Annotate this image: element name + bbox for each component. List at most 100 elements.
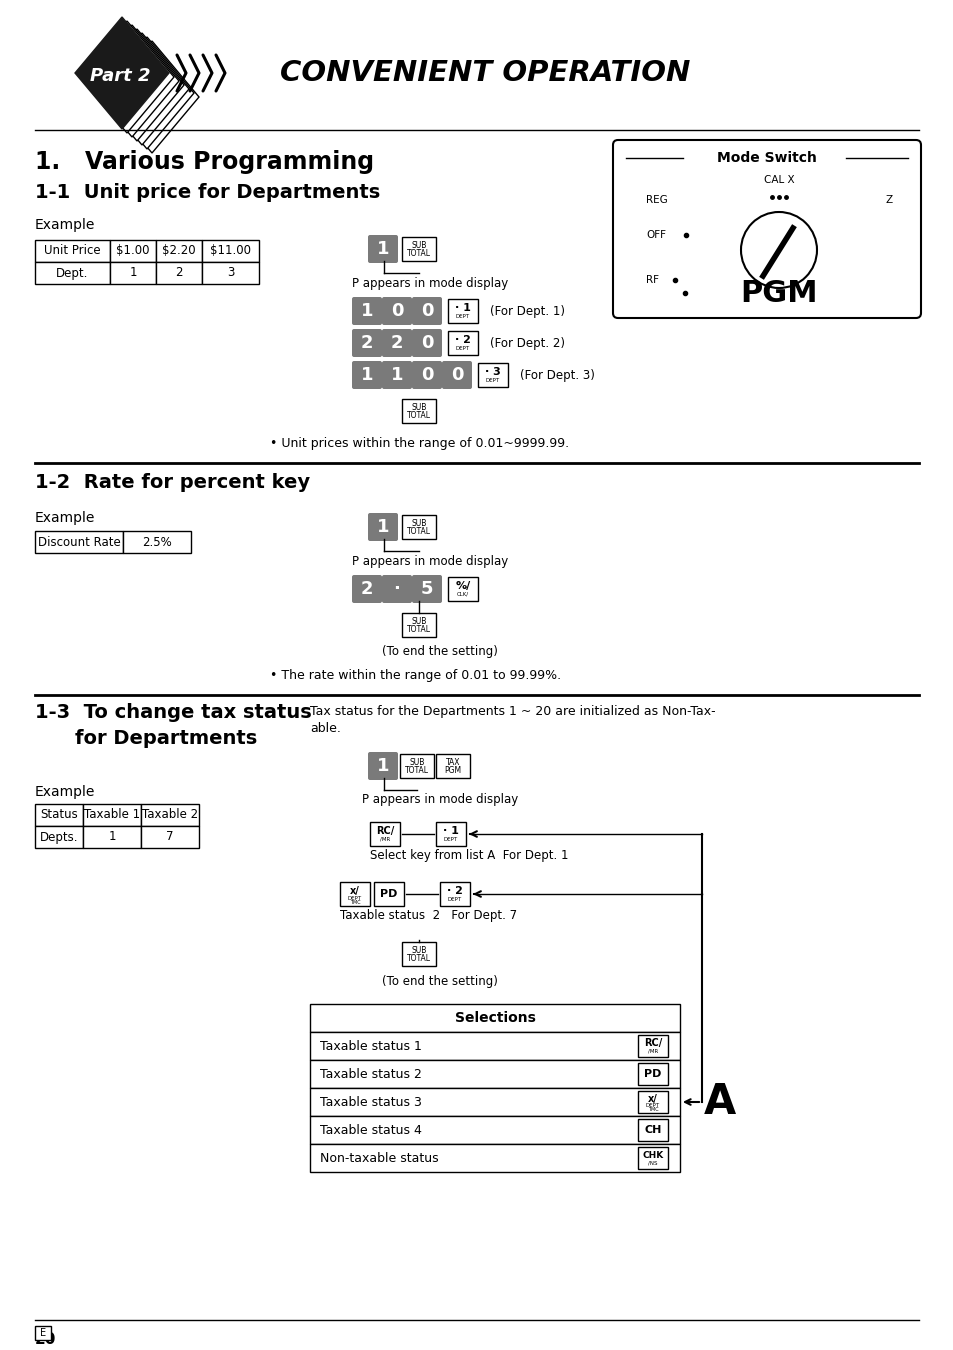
- Text: DEPT: DEPT: [456, 346, 470, 351]
- FancyBboxPatch shape: [401, 238, 436, 261]
- Text: Non-taxable status: Non-taxable status: [319, 1152, 438, 1165]
- FancyBboxPatch shape: [381, 360, 412, 389]
- FancyBboxPatch shape: [35, 826, 83, 848]
- Text: Unit Price: Unit Price: [44, 244, 101, 258]
- Text: TMC: TMC: [350, 900, 360, 904]
- Text: Taxable status 3: Taxable status 3: [319, 1095, 421, 1108]
- Text: SUB: SUB: [409, 757, 424, 767]
- Text: Example: Example: [35, 217, 95, 232]
- Polygon shape: [95, 32, 189, 144]
- Text: 0: 0: [391, 302, 403, 320]
- FancyBboxPatch shape: [35, 262, 110, 284]
- Text: 1: 1: [129, 266, 136, 279]
- Text: REG: REG: [645, 194, 667, 205]
- Text: Part 2: Part 2: [90, 68, 150, 85]
- Text: SUB: SUB: [411, 617, 426, 626]
- FancyBboxPatch shape: [156, 262, 202, 284]
- Text: RC/: RC/: [643, 1038, 661, 1048]
- Text: SUB: SUB: [411, 402, 426, 412]
- Text: ·: ·: [394, 580, 400, 598]
- Text: PD: PD: [643, 1069, 661, 1079]
- Text: for Departments: for Departments: [75, 729, 257, 748]
- Text: TOTAL: TOTAL: [407, 625, 431, 634]
- Text: SUB: SUB: [411, 518, 426, 528]
- FancyBboxPatch shape: [339, 882, 370, 906]
- Text: RF: RF: [645, 275, 659, 285]
- Text: /MR: /MR: [379, 837, 390, 842]
- Text: Z: Z: [885, 194, 892, 205]
- Text: · 2: · 2: [447, 886, 462, 896]
- Text: Status: Status: [40, 809, 78, 822]
- Text: PGM: PGM: [444, 767, 461, 775]
- FancyBboxPatch shape: [310, 1088, 679, 1116]
- Text: SUB: SUB: [411, 946, 426, 954]
- Text: x/: x/: [350, 886, 359, 895]
- Text: · 1: · 1: [455, 304, 471, 313]
- Text: /NS: /NS: [648, 1161, 657, 1165]
- FancyBboxPatch shape: [401, 400, 436, 423]
- Text: Taxable 2: Taxable 2: [142, 809, 198, 822]
- Text: OFF: OFF: [645, 230, 665, 240]
- Text: 1.   Various Programming: 1. Various Programming: [35, 150, 374, 174]
- FancyBboxPatch shape: [381, 575, 412, 603]
- FancyBboxPatch shape: [477, 363, 507, 387]
- Text: TAX: TAX: [445, 757, 459, 767]
- Text: • Unit prices within the range of 0.01~9999.99.: • Unit prices within the range of 0.01~9…: [270, 436, 569, 450]
- Text: TOTAL: TOTAL: [405, 767, 429, 775]
- Text: DEPT: DEPT: [448, 896, 461, 902]
- Polygon shape: [90, 28, 184, 140]
- Text: 0: 0: [420, 333, 433, 352]
- Text: $1.00: $1.00: [116, 244, 150, 258]
- Text: CH: CH: [643, 1125, 661, 1135]
- Text: 0: 0: [420, 302, 433, 320]
- Text: 1: 1: [108, 830, 115, 844]
- Text: Select key from list A  For Dept. 1: Select key from list A For Dept. 1: [370, 849, 568, 863]
- Text: 2: 2: [175, 266, 183, 279]
- FancyBboxPatch shape: [310, 1004, 679, 1031]
- FancyBboxPatch shape: [448, 576, 477, 601]
- Text: 0: 0: [450, 366, 463, 383]
- FancyBboxPatch shape: [310, 1116, 679, 1143]
- FancyBboxPatch shape: [310, 1060, 679, 1088]
- FancyBboxPatch shape: [638, 1035, 667, 1057]
- FancyBboxPatch shape: [613, 140, 920, 319]
- Text: DEPT: DEPT: [348, 896, 362, 900]
- Text: Tax status for the Departments 1 ~ 20 are initialized as Non-Tax-: Tax status for the Departments 1 ~ 20 ar…: [310, 706, 715, 718]
- FancyBboxPatch shape: [141, 826, 199, 848]
- FancyBboxPatch shape: [638, 1148, 667, 1169]
- Text: CLK/: CLK/: [456, 591, 469, 597]
- Text: 2: 2: [391, 333, 403, 352]
- Text: Taxable 1: Taxable 1: [84, 809, 140, 822]
- FancyBboxPatch shape: [436, 755, 470, 778]
- FancyBboxPatch shape: [638, 1062, 667, 1085]
- Text: · 3: · 3: [485, 367, 500, 377]
- Text: 1-1  Unit price for Departments: 1-1 Unit price for Departments: [35, 184, 380, 202]
- Text: · 1: · 1: [442, 826, 458, 836]
- Text: P appears in mode display: P appears in mode display: [361, 794, 517, 806]
- Polygon shape: [105, 40, 199, 153]
- Polygon shape: [85, 26, 179, 136]
- Text: Example: Example: [35, 512, 95, 525]
- FancyBboxPatch shape: [412, 329, 441, 356]
- Text: TOTAL: TOTAL: [407, 954, 431, 964]
- Text: 2: 2: [360, 333, 373, 352]
- Text: 3: 3: [227, 266, 233, 279]
- Text: CHK: CHK: [641, 1150, 663, 1160]
- FancyBboxPatch shape: [202, 262, 258, 284]
- Text: Taxable status 1: Taxable status 1: [319, 1040, 421, 1053]
- Polygon shape: [100, 36, 193, 148]
- Text: (For Dept. 1): (For Dept. 1): [490, 305, 564, 317]
- FancyBboxPatch shape: [141, 805, 199, 826]
- FancyBboxPatch shape: [412, 575, 441, 603]
- FancyBboxPatch shape: [412, 297, 441, 325]
- Text: DEPT: DEPT: [645, 1103, 659, 1108]
- FancyBboxPatch shape: [399, 755, 434, 778]
- Text: PD: PD: [380, 890, 397, 899]
- Text: Taxable status 2: Taxable status 2: [319, 1068, 421, 1080]
- FancyBboxPatch shape: [310, 1143, 679, 1172]
- Text: TOTAL: TOTAL: [407, 250, 431, 258]
- FancyBboxPatch shape: [381, 329, 412, 356]
- FancyBboxPatch shape: [368, 752, 397, 780]
- Text: Mode Switch: Mode Switch: [717, 151, 816, 165]
- FancyBboxPatch shape: [448, 298, 477, 323]
